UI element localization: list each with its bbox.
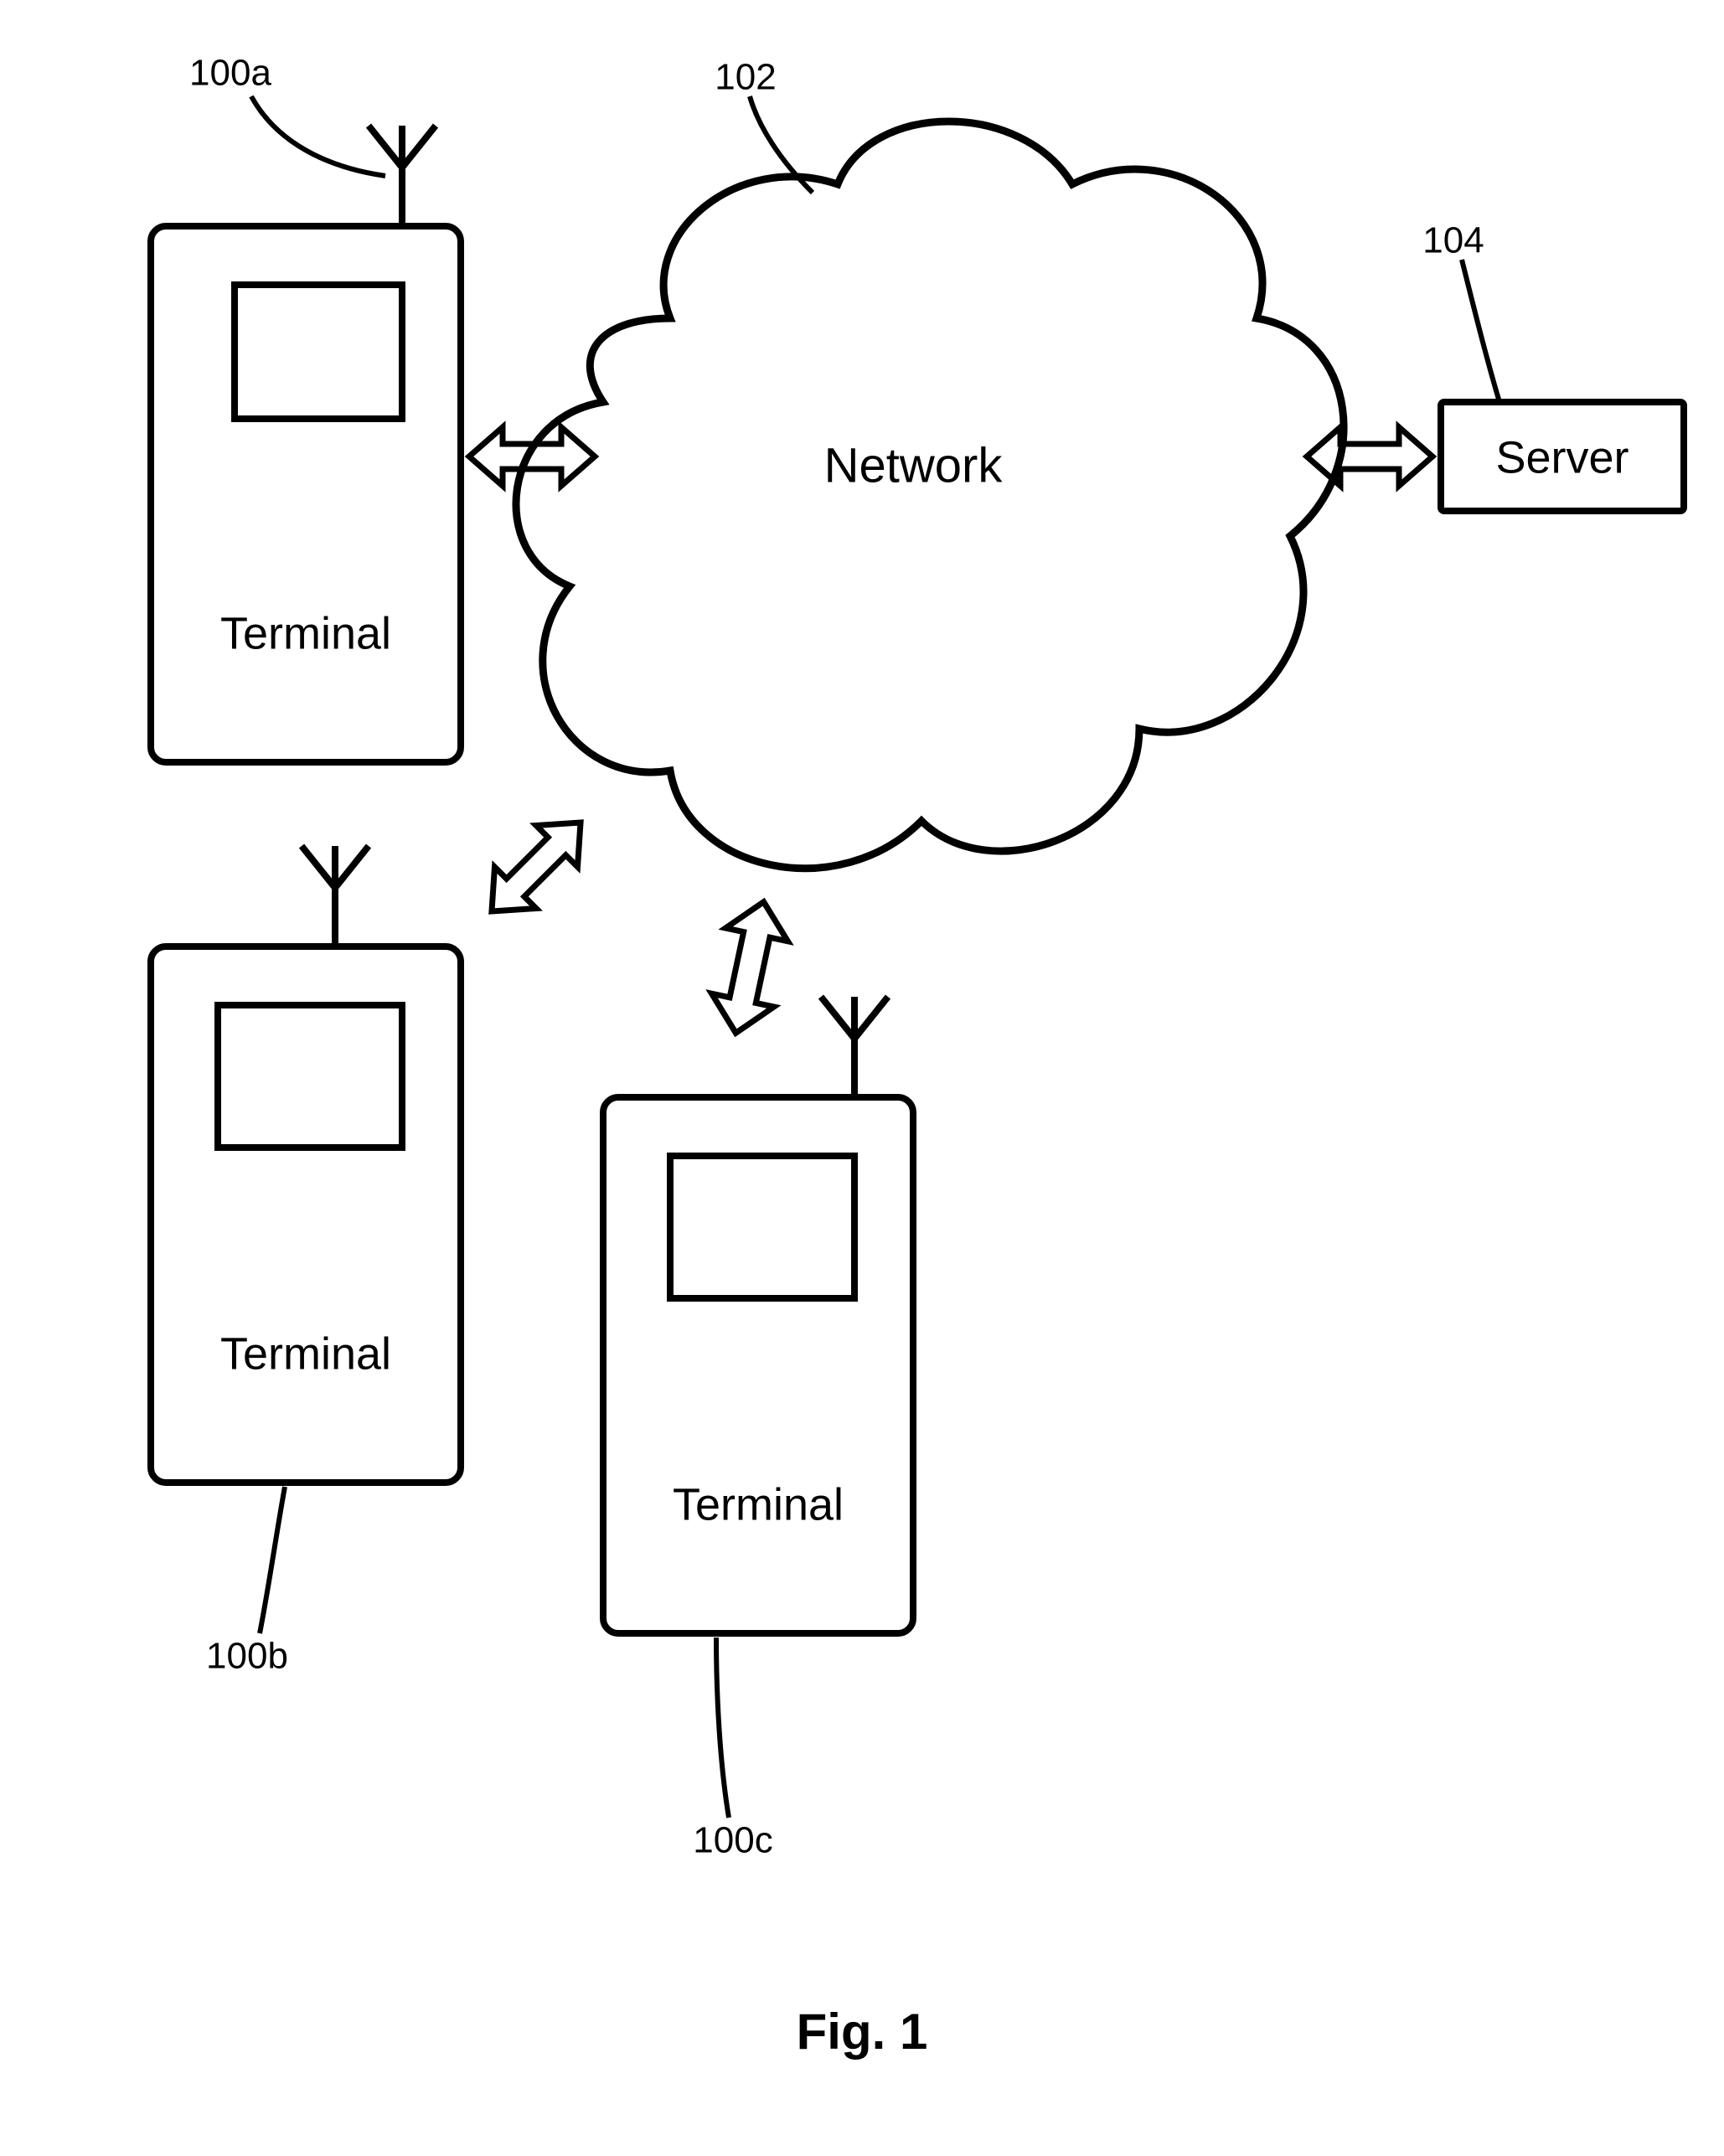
terminal-c-label: Terminal <box>673 1479 844 1529</box>
terminal-a-ref: 100a <box>189 53 271 94</box>
figure-caption: Fig. 1 <box>797 2004 928 2060</box>
terminal-c: Terminal <box>603 997 913 1633</box>
terminal-a: Terminal <box>151 126 461 762</box>
terminal-c-ref: 100c <box>693 1820 772 1861</box>
server-ref: 104 <box>1422 220 1484 261</box>
terminal-b-label: Terminal <box>220 1328 391 1379</box>
terminal-b-ref: 100b <box>206 1636 288 1677</box>
terminal-a-label: Terminal <box>220 608 391 658</box>
arrow-network-server <box>1307 427 1432 486</box>
network-cloud: Network <box>516 121 1344 869</box>
arrow-b-network <box>471 802 601 932</box>
arrow-c-network <box>705 895 795 1039</box>
network-label: Network <box>824 438 1004 493</box>
server-node: Server <box>1441 402 1684 511</box>
terminal-b: Terminal <box>151 846 461 1483</box>
network-ref: 102 <box>715 57 776 98</box>
arrow-a-network <box>469 427 595 486</box>
server-label: Server <box>1495 432 1629 482</box>
network-diagram: Terminal 100a Terminal 100b Terminal 100… <box>0 0 1724 2156</box>
